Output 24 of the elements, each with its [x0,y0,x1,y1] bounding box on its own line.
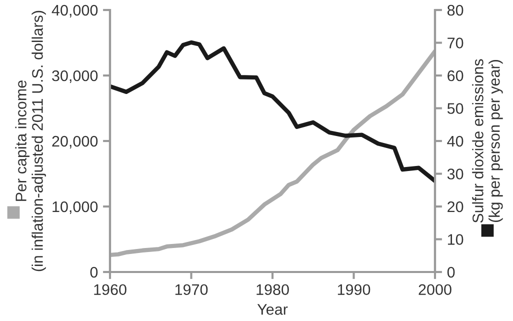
y2-tick-label: 20 [448,201,464,212]
y2-tick-label: 70 [448,38,464,48]
y2-tick-label: 40 [447,136,464,147]
y2-axis-title: Sulfur dioxide emissions (kg per person per year) [472,59,503,223]
x-tick-label: 1960 [94,284,126,296]
y-tick-label: 10,000 [52,201,98,214]
y-tick-label: 0 [90,266,98,278]
y-axis-title: Per capita income (in inflation-adjusted 2011 U.S. dollars) [15,10,46,272]
y2-tick-label: 0 [447,266,455,278]
y2-tick-label: 60 [448,70,464,82]
x-tick-label: 1970 [175,284,208,296]
x-tick-label: 2000 [418,284,452,296]
y-tick-label: 20,000 [52,136,98,148]
y2-tick-label: 50 [447,103,464,114]
y-tick-label: 30,000 [52,70,98,83]
x-tick-label: 1990 [338,284,370,296]
y2-tick-label: 30 [447,168,464,180]
y2-tick-label: 80 [447,4,464,16]
y-tick-label: 40,000 [52,4,98,18]
line-series [110,40,435,184]
x-tick-label: 1980 [256,284,289,296]
line-series [110,49,435,258]
y2-tick-label: 10 [448,234,464,245]
x-axis-title: Year [257,304,288,315]
